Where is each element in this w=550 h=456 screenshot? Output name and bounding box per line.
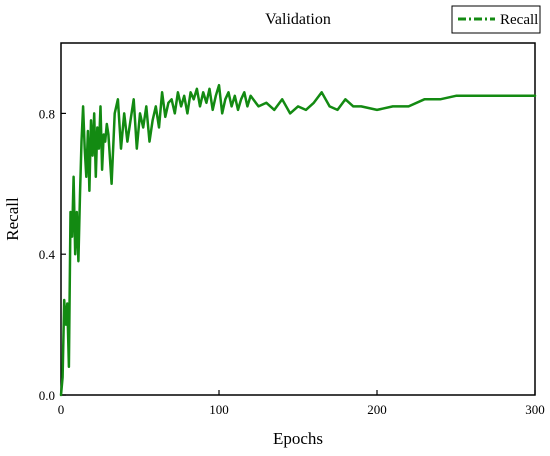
x-tick-label: 200 xyxy=(367,402,387,417)
y-tick-label: 0.8 xyxy=(39,106,55,121)
recall-line xyxy=(59,83,537,397)
y-tick-label: 0.0 xyxy=(39,388,55,403)
chart-title: Validation xyxy=(265,11,331,28)
x-axis-label: Epochs xyxy=(273,429,323,448)
legend-box xyxy=(451,5,541,34)
y-tick-label: 0.4 xyxy=(39,247,56,262)
x-tick-label: 100 xyxy=(209,402,229,417)
y-axis-label: Recall xyxy=(3,197,22,241)
x-axis: 0 100 200 300 xyxy=(58,390,545,417)
legend: Recall xyxy=(451,5,541,34)
y-axis: 0.0 0.4 0.8 xyxy=(39,106,66,403)
plot-frame xyxy=(60,42,536,396)
legend-label-recall: Recall xyxy=(500,12,538,28)
x-tick-label: 0 xyxy=(58,402,65,417)
x-tick-label: 300 xyxy=(525,402,545,417)
